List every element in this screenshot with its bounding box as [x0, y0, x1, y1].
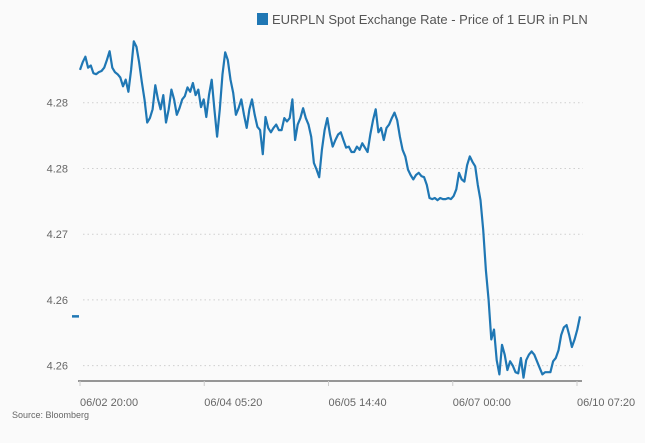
x-tick-label: 06/02 20:00 [80, 397, 138, 409]
x-tick-label: 06/05 14:40 [329, 397, 387, 409]
x-axis-ticks: 06/02 20:00 06/04 05:20 06/05 14:40 06/07 0… [79, 381, 635, 409]
series-line-eurpln [78, 40, 582, 379]
y-tick-label: 4.28 [47, 163, 68, 175]
y-tick-label: 4.28 [47, 98, 68, 110]
legend-label: EURPLN Spot Exchange Rate - Price of 1 E… [272, 12, 588, 27]
gridlines [83, 102, 583, 367]
x-tick-label: 06/10 07:20 [577, 397, 635, 409]
source-note: Source: Bloomberg [12, 410, 89, 420]
y-axis-labels: 4.28 4.28 4.27 4.26 4.26 [47, 98, 68, 373]
y-tick-label: 4.26 [47, 361, 68, 373]
y-tick-label: 4.26 [47, 295, 68, 307]
legend: EURPLN Spot Exchange Rate - Price of 1 E… [257, 12, 588, 27]
y-tick-label: 4.27 [47, 229, 68, 241]
legend-swatch [257, 13, 268, 25]
x-tick-label: 06/07 00:00 [453, 397, 511, 409]
x-tick-label: 06/04 05:20 [204, 397, 262, 409]
